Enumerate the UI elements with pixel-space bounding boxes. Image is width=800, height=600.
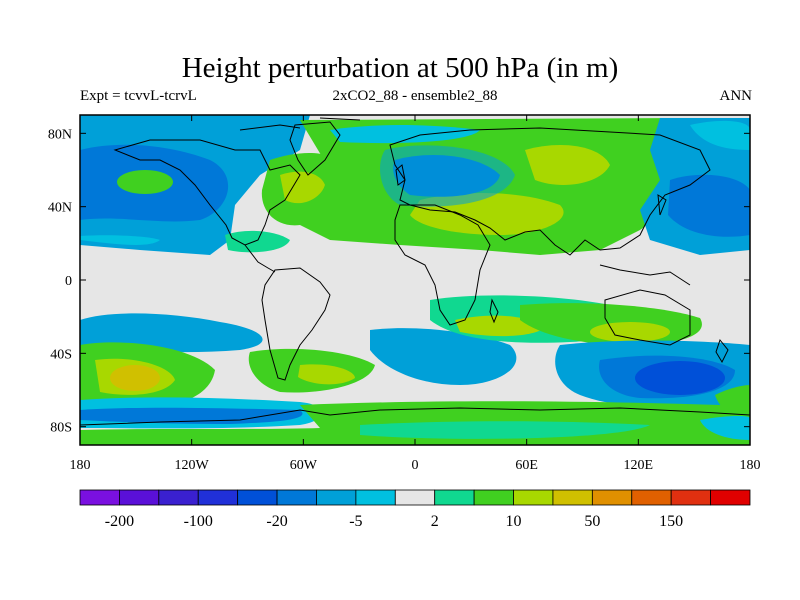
colorbar-swatch-4	[237, 489, 278, 506]
ensemble-label: 2xCO2_88 - ensemble2_88	[332, 88, 498, 104]
lat-label-0: 80N	[48, 127, 72, 142]
contour-region-arctic-cyan	[690, 120, 750, 150]
contour-region-siberia-core	[525, 145, 610, 185]
lat-label-3: 40S	[50, 347, 72, 362]
colorbar-label-0: -200	[105, 513, 134, 530]
colorbar-label-6: 50	[584, 513, 600, 530]
colorbar-swatch-9	[434, 489, 475, 506]
colorbar-swatch-15	[670, 489, 711, 506]
lon-label-4: 60E	[515, 458, 538, 473]
contour-region-antarctic-east-cyan	[700, 415, 750, 440]
colorbar: -200 -100 -20 -5 2 10 50 150	[79, 489, 751, 530]
contour-region-south-america-core	[298, 364, 355, 385]
lat-label-4: 80S	[50, 421, 72, 436]
lat-label-1: 40N	[48, 201, 72, 216]
colorbar-swatch-14	[631, 489, 672, 506]
coastline-africa	[394, 204, 491, 326]
colorbar-swatch-2	[158, 489, 199, 506]
coastline-madagascar	[489, 298, 499, 324]
coastline-new-zealand	[715, 338, 729, 364]
colorbar-swatch-11	[513, 489, 554, 506]
coastline-south-america	[261, 267, 331, 381]
contour-region-south-pacific-cyan	[80, 313, 263, 353]
colorbar-label-1: -100	[184, 513, 213, 530]
coastline-australia	[604, 289, 691, 346]
contour-region-antarctic-lightgreen	[360, 421, 650, 439]
colorbar-label-2: -20	[266, 513, 287, 530]
colorbar-swatch-12	[552, 489, 593, 506]
coastline-uk	[395, 164, 406, 186]
coastline-antarctica	[80, 407, 750, 426]
contour-region-pacific-green	[117, 170, 173, 194]
colorbar-label-5: 10	[506, 513, 522, 530]
lon-label-3: 0	[412, 458, 419, 473]
contour-region-antarctic-blue	[80, 407, 303, 424]
contour-region-south-pacific-max	[110, 365, 160, 391]
contour-region-polar-cyan	[330, 125, 480, 144]
contour-region-indian-min	[635, 361, 725, 395]
season-label: ANN	[719, 88, 753, 104]
contour-region-northwest-pacific-core	[668, 174, 750, 237]
lon-label-6: 180	[740, 458, 761, 473]
colorbar-swatch-13	[591, 489, 633, 506]
latitude-axis: 80N 40N 0 40S 80S	[48, 127, 750, 436]
colorbar-swatch-7	[355, 489, 396, 506]
contour-field	[80, 115, 750, 445]
contour-region-northeurope-cyan	[380, 145, 515, 207]
longitude-axis: 180 120W 60W 0 60E 120E 180	[70, 115, 761, 473]
contour-region-indian-core	[590, 322, 670, 342]
coastlines	[80, 117, 750, 426]
colorbar-label-4: 2	[431, 513, 439, 530]
colorbar-label-3: -5	[349, 513, 362, 530]
lat-label-2: 0	[65, 274, 72, 289]
colorbar-label-7: 150	[659, 513, 683, 530]
colorbar-swatch-3	[197, 489, 239, 506]
contour-region-gulf	[225, 230, 290, 253]
coastline-maritime	[599, 264, 691, 286]
experiment-label: Expt = tcvvL-tcrvL	[80, 88, 197, 104]
coastline-arctic-islands	[239, 117, 361, 131]
colorbar-swatch-1	[119, 489, 160, 506]
contour-region-tropical-pacific-cyan	[80, 235, 160, 245]
coastline-north-america	[113, 139, 301, 246]
colorbar-swatch-10	[473, 489, 514, 506]
coastline-greenland	[289, 121, 341, 176]
colorbar-swatch-8	[394, 489, 436, 506]
colorbar-swatch-0	[79, 489, 120, 506]
coastline-central-america	[244, 244, 276, 273]
coastline-eurasia	[389, 127, 711, 256]
plot-title: Height perturbation at 500 hPa (in m)	[181, 52, 619, 84]
coastline-japan	[657, 194, 667, 216]
lon-label-1: 120W	[175, 458, 210, 473]
contour-region-north-america-core	[280, 171, 325, 204]
contour-region-south-atlantic-cyan	[370, 328, 517, 385]
colorbar-swatch-5	[276, 489, 317, 506]
lon-label-2: 60W	[290, 458, 318, 473]
colorbar-swatch-16	[710, 489, 751, 506]
colorbar-swatch-6	[316, 489, 357, 506]
lon-label-0: 180	[70, 458, 91, 473]
lon-label-5: 120E	[624, 458, 654, 473]
